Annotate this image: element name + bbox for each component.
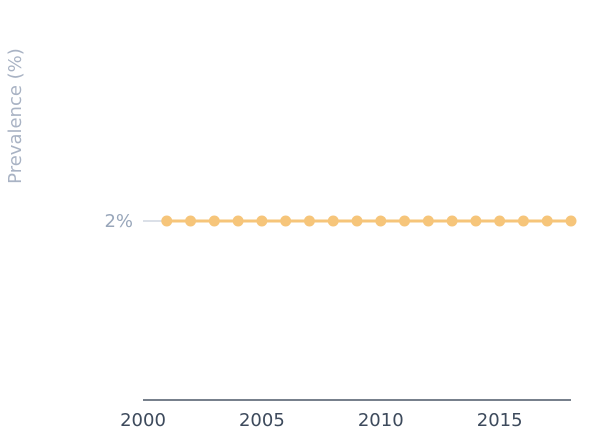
data-point[interactable] bbox=[256, 215, 268, 227]
x-axis: 2000 2005 2010 2015 bbox=[120, 410, 522, 431]
data-point[interactable] bbox=[303, 215, 315, 227]
data-point[interactable] bbox=[494, 215, 506, 227]
x-tick-label: 2000 bbox=[120, 410, 166, 431]
data-point[interactable] bbox=[208, 215, 220, 227]
data-point[interactable] bbox=[161, 215, 173, 227]
data-point[interactable] bbox=[446, 215, 458, 227]
x-tick-label: 2005 bbox=[239, 410, 285, 431]
data-point[interactable] bbox=[375, 215, 387, 227]
data-point[interactable] bbox=[517, 215, 529, 227]
data-point[interactable] bbox=[185, 215, 197, 227]
data-point[interactable] bbox=[327, 215, 339, 227]
y-axis: 2% bbox=[104, 211, 163, 232]
data-point[interactable] bbox=[399, 215, 411, 227]
y-axis-label: Prevalence (%) bbox=[5, 48, 26, 184]
data-point[interactable] bbox=[541, 215, 553, 227]
data-point[interactable] bbox=[565, 215, 577, 227]
series-group bbox=[161, 215, 577, 227]
x-tick-label: 2015 bbox=[477, 410, 523, 431]
data-point[interactable] bbox=[280, 215, 292, 227]
data-point[interactable] bbox=[470, 215, 482, 227]
y-tick-label: 2% bbox=[104, 211, 133, 232]
data-point[interactable] bbox=[351, 215, 363, 227]
data-point[interactable] bbox=[422, 215, 434, 227]
data-point[interactable] bbox=[232, 215, 244, 227]
x-tick-label: 2010 bbox=[358, 410, 404, 431]
